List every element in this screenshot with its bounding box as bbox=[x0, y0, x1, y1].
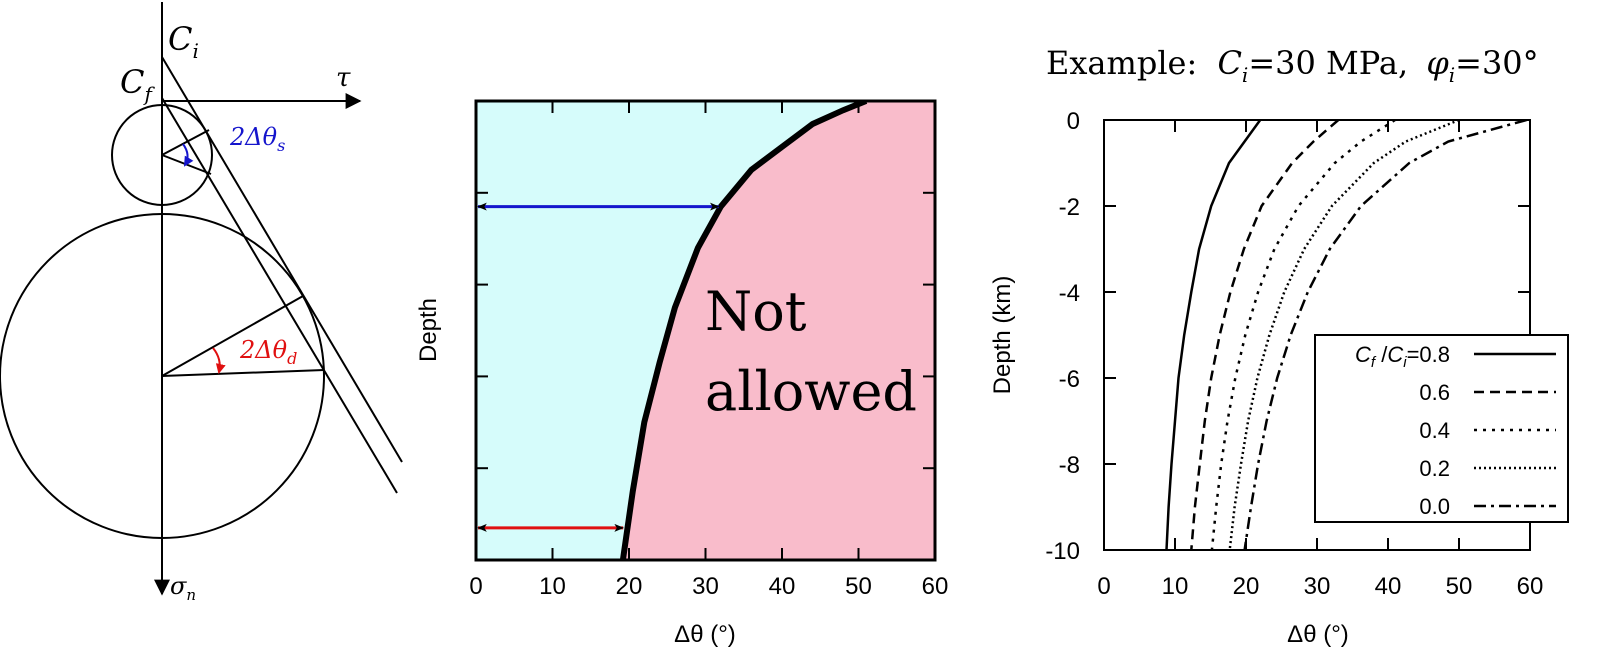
x-tick-label: 60 bbox=[922, 573, 949, 600]
legend-title: Cf /Ci=0.8 bbox=[1355, 342, 1450, 371]
x-axis-label: Δθ (°) bbox=[674, 621, 736, 648]
not-allowed-label-1: Not bbox=[705, 280, 807, 343]
legend-label: 0.4 bbox=[1419, 418, 1450, 443]
x-tick-label: 10 bbox=[539, 573, 566, 600]
y-tick-label: -4 bbox=[1059, 280, 1080, 307]
series-line-1 bbox=[1190, 120, 1340, 550]
shallow-mohr-circle bbox=[111, 104, 213, 206]
legend-entries: 0.6 0.4 0.2 0.0 bbox=[1419, 352, 1556, 519]
legend-box bbox=[1314, 334, 1569, 523]
series-lines bbox=[1165, 120, 1527, 550]
deep-angle-arc bbox=[212, 347, 226, 374]
ci-label: Ci bbox=[168, 20, 199, 63]
y-axis-label: Depth bbox=[415, 298, 442, 362]
x-tick-label: 40 bbox=[1375, 573, 1402, 600]
mohr-diagram bbox=[0, 2, 403, 596]
legend-label: 0.2 bbox=[1419, 456, 1450, 481]
x-tick-label: 50 bbox=[1446, 573, 1473, 600]
x-tick-label: 0 bbox=[1097, 573, 1110, 600]
not-allowed-label-2: allowed bbox=[705, 360, 917, 423]
y-axis-label-c: Depth (km) bbox=[989, 276, 1016, 395]
x-tick-label: 50 bbox=[845, 573, 872, 600]
depth-arrows bbox=[477, 202, 720, 532]
legend-label: 0.6 bbox=[1419, 380, 1450, 405]
x-tick-label: 0 bbox=[469, 573, 482, 600]
shallow-angle-label: 2Δθs bbox=[229, 123, 285, 155]
deep-angle-label: 2Δθd bbox=[239, 336, 297, 368]
y-tick-label: 0 bbox=[1067, 108, 1080, 135]
x-tick-label: 10 bbox=[1162, 573, 1189, 600]
series-line-0 bbox=[1165, 120, 1262, 550]
legend-label: 0.0 bbox=[1419, 494, 1450, 519]
deep-mohr-circle bbox=[0, 213, 325, 539]
sigma-n-label: σn bbox=[170, 572, 196, 604]
boundary-curve bbox=[619, 101, 868, 560]
tau-label: τ bbox=[336, 63, 351, 93]
x-tick-label: 60 bbox=[1517, 573, 1544, 600]
x-tick-label: 40 bbox=[769, 573, 796, 600]
y-tick-label: -2 bbox=[1059, 194, 1080, 221]
example-chart: Example: Ci=30 MPa, φi=30° 0 10 20 30 40 50 60… bbox=[989, 44, 1569, 648]
not-allowed-region bbox=[622, 101, 935, 560]
shallow-radius-1 bbox=[161, 129, 210, 156]
example-title: Example: Ci=30 MPa, φi=30° bbox=[1046, 44, 1539, 87]
legend: Cf /Ci=0.8 0.6 0.4 0.2 0.0 bbox=[1314, 334, 1569, 523]
y-tick-label: -6 bbox=[1059, 366, 1080, 393]
x-tick-label: 30 bbox=[1304, 573, 1331, 600]
shallow-angle-arc bbox=[182, 143, 194, 167]
tick-labels-c: 0 10 20 30 40 50 60 0 -2 -4 -6 -8 -10 bbox=[1045, 108, 1543, 600]
allowed-region-chart: 0 10 20 30 40 50 60 Not allowed Δθ (°) Depth bbox=[415, 99, 948, 648]
cf-label: Cf bbox=[120, 63, 155, 106]
y-tick-label: -10 bbox=[1045, 538, 1080, 565]
failure-envelope-final bbox=[161, 97, 398, 494]
deep-radius-1 bbox=[161, 295, 304, 377]
series-line-4 bbox=[1243, 120, 1527, 550]
failure-envelope-initial bbox=[161, 56, 403, 463]
x-tick-label: 30 bbox=[692, 573, 719, 600]
y-tick-label: -8 bbox=[1059, 452, 1080, 479]
tick-marks bbox=[475, 101, 936, 560]
x-tick-labels: 0 10 20 30 40 50 60 bbox=[469, 573, 948, 600]
x-axis-label-c: Δθ (°) bbox=[1287, 621, 1349, 648]
deep-radius-2 bbox=[161, 369, 325, 377]
x-tick-label: 20 bbox=[616, 573, 643, 600]
x-tick-label: 20 bbox=[1233, 573, 1260, 600]
